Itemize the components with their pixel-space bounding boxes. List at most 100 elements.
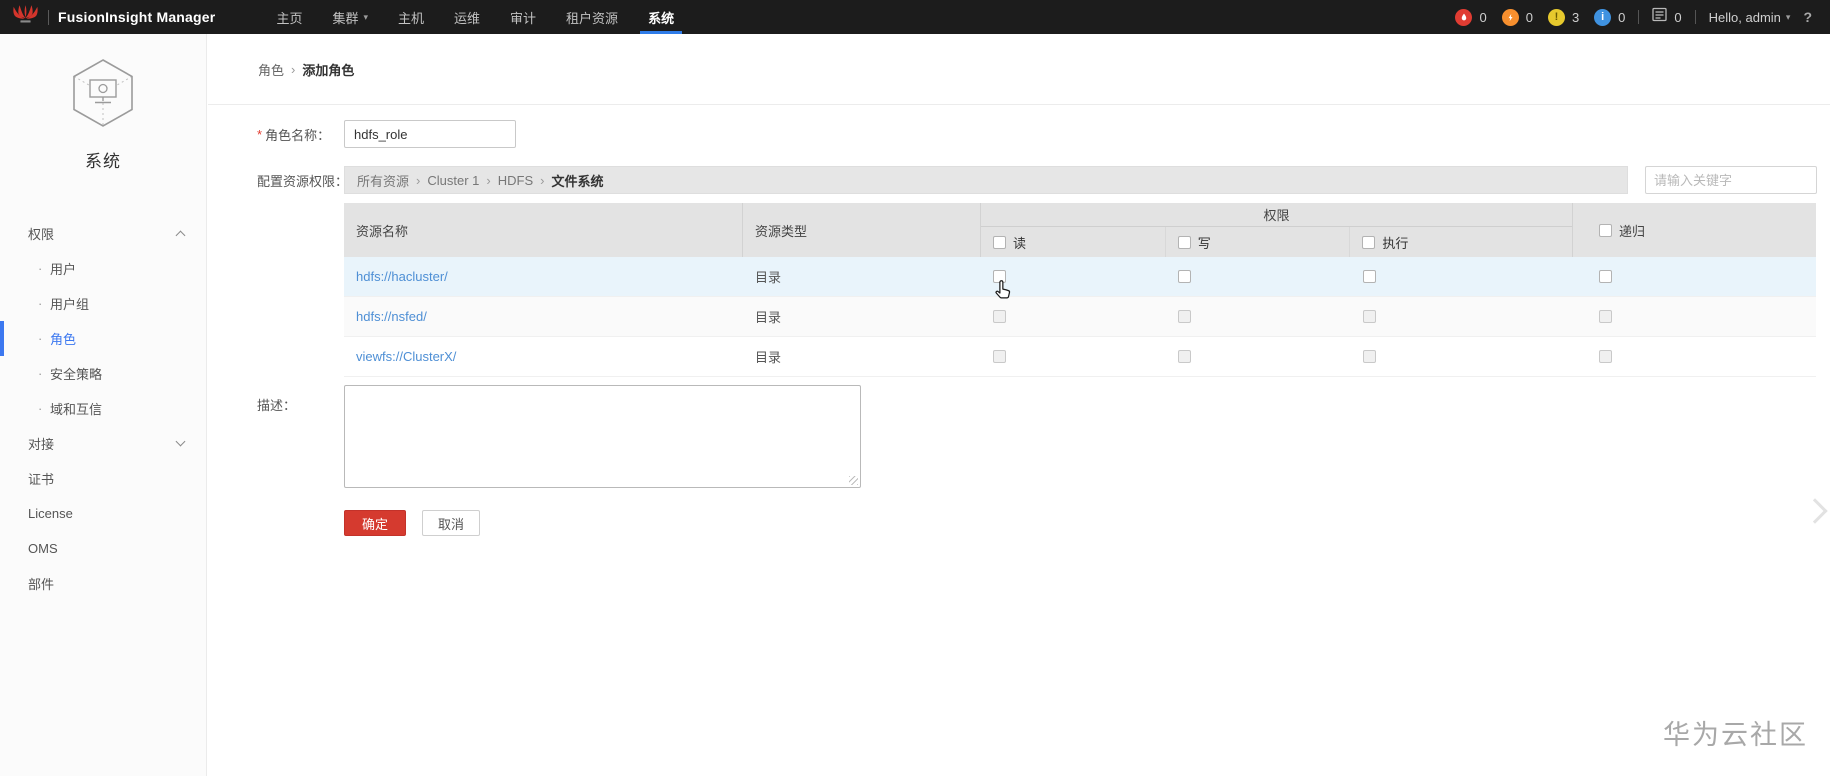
exclamation-icon: ! (1547, 8, 1565, 26)
alarm-critical[interactable]: 0 (1455, 8, 1487, 26)
nav-tab-host[interactable]: 主机 (398, 10, 425, 26)
recursive-checkbox[interactable] (1599, 270, 1612, 283)
sidebar-item-oms[interactable]: OMS (0, 531, 206, 566)
chevron-down-icon: ▾ (363, 11, 368, 22)
role-name-input[interactable] (344, 120, 516, 148)
user-menu[interactable]: Hello, admin ▾ (1709, 10, 1791, 25)
path-separator: › (540, 172, 545, 188)
sidebar-item-role[interactable]: · 角色 (0, 321, 206, 356)
read-cell (981, 350, 1166, 363)
resource-name-cell: hdfs://nsfed/ (344, 309, 743, 324)
nav-tab-om[interactable]: 运维 (454, 10, 481, 26)
alarm-count: 0 (1479, 9, 1487, 25)
sidebar-item-license[interactable]: License (0, 496, 206, 531)
permission-group-label: 权限 (981, 203, 1572, 227)
read-checkbox[interactable] (993, 270, 1006, 283)
write-checkbox[interactable] (1178, 350, 1191, 363)
read-checkbox[interactable] (993, 350, 1006, 363)
system-module-icon (68, 56, 138, 135)
module-title: 系统 (85, 152, 121, 171)
nav-tab-system[interactable]: 系统 (633, 0, 689, 34)
sidebar-item-label: 部件 (28, 577, 55, 592)
breadcrumb-separator: › (291, 61, 296, 77)
cancel-button[interactable]: 取消 (422, 510, 480, 536)
sidebar-item-label: License (28, 506, 73, 521)
task-list-icon (1652, 7, 1668, 27)
read-cell (981, 310, 1166, 323)
sidebar-item-security-policy[interactable]: · 安全策略 (0, 356, 206, 391)
execute-checkbox[interactable] (1363, 270, 1376, 283)
write-checkbox[interactable] (1178, 310, 1191, 323)
recursive-checkbox[interactable] (1599, 350, 1612, 363)
resource-path-segment[interactable]: 文件系统 (551, 173, 604, 189)
sidebar-menu: 权限 · 用户 · 用户组 · 角色 · 安全策略 · 域和互信 对接 证书 License OMS 部件 (0, 216, 206, 601)
bullet-icon: · (38, 296, 43, 311)
bullet-icon: · (38, 366, 43, 381)
select-all-execute-checkbox[interactable] (1362, 235, 1376, 249)
breadcrumb-current: 添加角色 (302, 62, 355, 78)
alarm-count: 0 (1525, 9, 1533, 25)
role-name-label: * 角色名称： (257, 126, 331, 143)
execute-checkbox[interactable] (1363, 310, 1376, 323)
resource-type-cell: 目录 (755, 270, 782, 285)
read-checkbox[interactable] (993, 310, 1006, 323)
execute-cell (1351, 270, 1573, 283)
resource-path-segment[interactable]: 所有资源 (357, 173, 410, 189)
resource-path-segment[interactable]: Cluster 1 (427, 172, 480, 188)
breadcrumb-role-link[interactable]: 角色 (258, 62, 285, 78)
brand-divider (48, 9, 49, 25)
recursive-cell (1573, 310, 1816, 323)
bullet-icon: · (38, 401, 43, 416)
ok-button[interactable]: 确定 (344, 510, 406, 536)
col-resource-type: 资源类型 (743, 203, 981, 257)
search-input[interactable] (1646, 167, 1830, 193)
sidebar-item-domain-trust[interactable]: · 域和互信 (0, 391, 206, 426)
alarm-minor[interactable]: ! 3 (1547, 8, 1580, 26)
table-row: hdfs://nsfed/目录 (344, 297, 1816, 337)
help-icon[interactable]: ? (1803, 9, 1812, 25)
main-content: 角色 › 添加角色 * 角色名称： 配置资源权限： 所有资源 › Cluster 1… (208, 34, 1830, 776)
select-all-read-checkbox[interactable] (993, 235, 1006, 249)
sidebar-item-label: 安全策略 (50, 367, 103, 382)
description-textarea[interactable] (344, 385, 861, 488)
resource-path-segment[interactable]: HDFS (497, 172, 534, 188)
divider (1638, 10, 1640, 24)
sidebar-item-permission[interactable]: 权限 (0, 216, 206, 251)
sidebar-item-label: 对接 (28, 437, 55, 452)
recursive-checkbox[interactable] (1599, 310, 1612, 323)
write-checkbox[interactable] (1178, 270, 1191, 283)
resource-link[interactable]: hdfs://hacluster/ (356, 269, 448, 284)
divider (1694, 10, 1696, 24)
description-label: 描述： (257, 397, 297, 413)
sidebar-item-components[interactable]: 部件 (0, 566, 206, 601)
nav-tab-audit[interactable]: 审计 (510, 10, 537, 26)
alarm-major[interactable]: 0 (1501, 8, 1533, 26)
resource-link[interactable]: viewfs://ClusterX/ (356, 349, 457, 364)
nav-right: 0 0! 3 i 0 0 Hello, admin ▾ ? (1455, 7, 1830, 27)
read-cell (981, 270, 1166, 283)
resource-link[interactable]: hdfs://nsfed/ (356, 309, 427, 324)
resource-table: 资源名称 资源类型 权限 读 写 执行 (344, 203, 1816, 377)
bullet-icon: · (38, 331, 43, 346)
task-counter[interactable]: 0 (1652, 7, 1682, 27)
sidebar-item-user-group[interactable]: · 用户组 (0, 286, 206, 321)
sidebar-item-user[interactable]: · 用户 (0, 251, 206, 286)
expand-panel-chevron-icon[interactable] (1802, 498, 1828, 524)
execute-checkbox[interactable] (1363, 350, 1376, 363)
table-row: viewfs://ClusterX/目录 (344, 337, 1816, 377)
nav-tab-tenant[interactable]: 租户资源 (566, 10, 619, 26)
sidebar-item-interconnect[interactable]: 对接 (0, 426, 206, 461)
resource-name-cell: hdfs://hacluster/ (344, 269, 743, 284)
sidebar-item-certificate[interactable]: 证书 (0, 461, 206, 496)
select-all-recursive-checkbox[interactable] (1599, 223, 1612, 237)
resource-path-breadcrumb: 所有资源 › Cluster 1 › HDFS › 文件系统 (344, 166, 1628, 194)
path-separator: › (486, 172, 491, 188)
brand: FusionInsight Manager (0, 5, 215, 29)
nav-tab-cluster[interactable]: 集群 ▾ (332, 10, 368, 26)
nav-tab-home[interactable]: 主页 (276, 10, 303, 26)
col-resource-name: 资源名称 (344, 203, 743, 257)
select-all-write-checkbox[interactable] (1177, 235, 1191, 249)
alarm-count: 3 (1571, 9, 1580, 25)
chevron-down-icon: ▾ (1785, 11, 1791, 22)
